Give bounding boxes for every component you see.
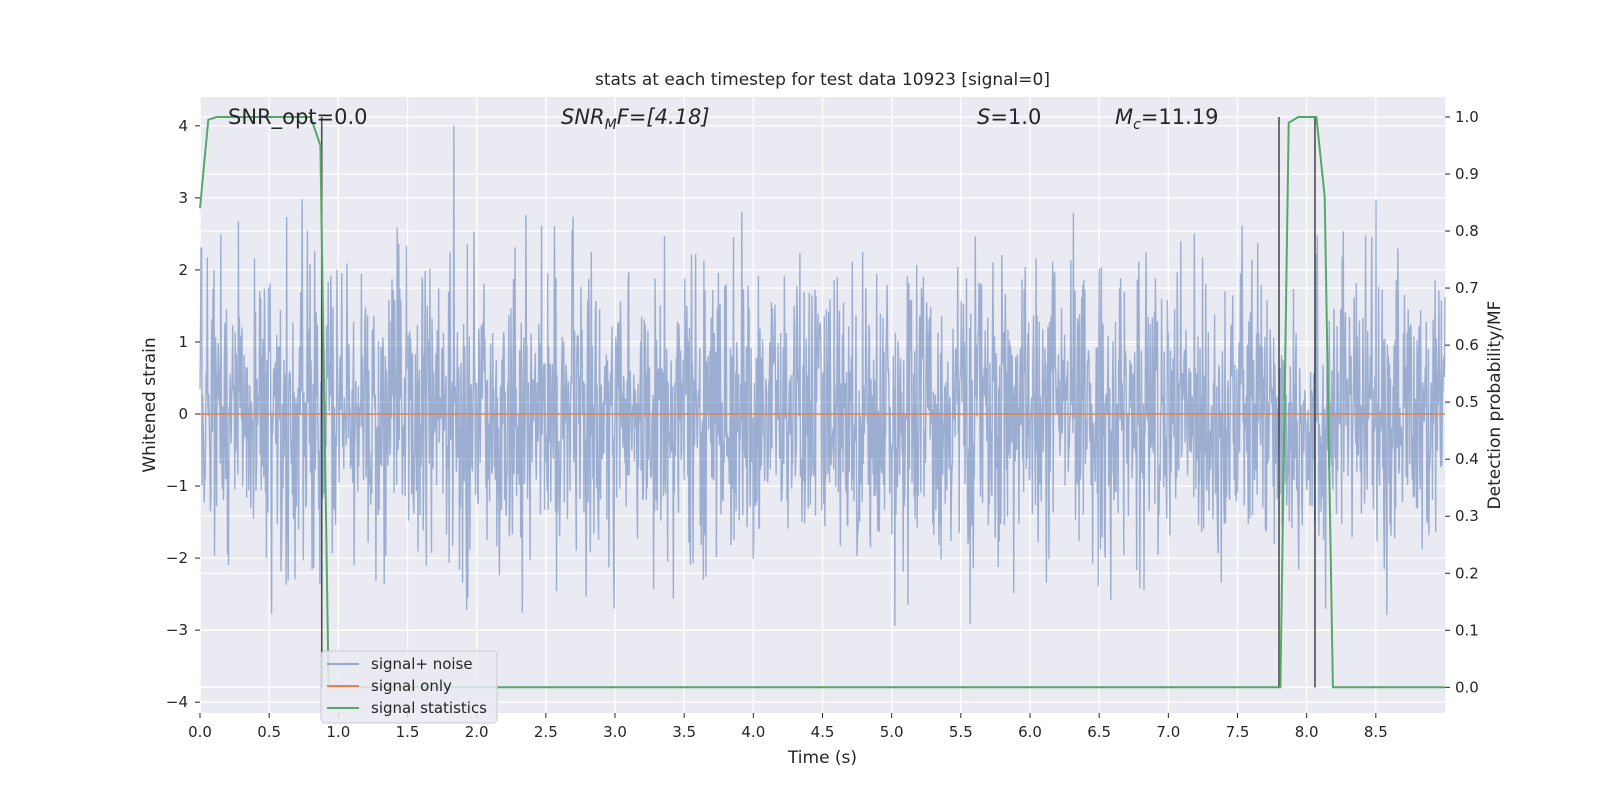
statistics-series-group: [199, 116, 1445, 689]
signal-statistics-line: [199, 116, 1445, 689]
y-tick-label-right: 0.5: [1455, 393, 1479, 411]
x-tick-label: 0.5: [257, 723, 281, 741]
legend-label-statistics: signal statistics: [371, 699, 487, 717]
y-tick-label-left: −3: [166, 621, 188, 639]
x-tick-label: 7.5: [1226, 723, 1250, 741]
y-tick-label-right: 0.1: [1455, 621, 1479, 639]
x-tick-label: 6.0: [1018, 723, 1042, 741]
y-tick-label-left: 0: [178, 405, 188, 423]
mc-value: =11.19: [1141, 105, 1219, 129]
x-tick-label: 4.0: [741, 723, 765, 741]
y-tick-label-right: 0.8: [1455, 222, 1479, 240]
annotation-mc: Mc=11.19: [1115, 105, 1219, 133]
y-tick-label-right: 1.0: [1455, 108, 1479, 126]
snr-mf-base: SNR: [561, 105, 605, 129]
noise-series-line: [199, 125, 1446, 626]
x-tick-label: 2.5: [534, 723, 558, 741]
y-tick-label-left: −1: [166, 477, 188, 495]
x-tick-label: 6.5: [1087, 723, 1111, 741]
y-tick-label-left: 1: [178, 333, 188, 351]
x-tick-label: 4.5: [811, 723, 835, 741]
ticks: 0.0 0.5 1.0 1.5 2.0 2.5 3.0 3.5 4.0 4.5 5.0 5.5 6.0 6…: [166, 108, 1479, 741]
chart-title: stats at each timestep for test data 109…: [595, 70, 1050, 90]
snr-mf-rest: F=[4.18]: [617, 105, 710, 129]
x-tick-label: 5.0: [880, 723, 904, 741]
s-label: S: [977, 105, 990, 129]
y-tick-label-right: 0.0: [1455, 678, 1479, 696]
x-tick-label: 0.0: [188, 723, 212, 741]
x-tick-label: 7.0: [1156, 723, 1180, 741]
annotation-snr-mf: SNRMF=[4.18]: [561, 105, 710, 133]
x-tick-label: 2.0: [465, 723, 489, 741]
legend: signal+ noise signal only signal statist…: [320, 650, 498, 724]
mc-base: M: [1115, 105, 1133, 129]
x-axis-label: Time (s): [787, 748, 857, 768]
y-tick-label-left: −4: [166, 693, 188, 711]
legend-box: [320, 650, 498, 724]
x-tick-label: 5.5: [949, 723, 973, 741]
y-tick-label-right: 0.6: [1455, 336, 1479, 354]
noise-series-group: [199, 125, 1446, 626]
x-tick-label: 1.5: [396, 723, 420, 741]
snr-mf-subscript: M: [605, 117, 617, 133]
annotation-snr-opt: SNR_opt=0.0: [228, 105, 368, 130]
x-tick-label: 8.5: [1364, 723, 1388, 741]
y-tick-label-right: 0.2: [1455, 564, 1479, 582]
x-tick-label: 1.0: [326, 723, 350, 741]
mc-subscript: c: [1133, 117, 1141, 133]
y-tick-label-right: 0.3: [1455, 507, 1479, 525]
s-value: =1.0: [990, 105, 1041, 129]
y-tick-label-right: 0.7: [1455, 279, 1479, 297]
y-tick-label-right: 0.4: [1455, 450, 1479, 468]
legend-label-signal: signal only: [371, 677, 452, 695]
y-tick-label-left: 3: [178, 189, 188, 207]
y-tick-label-left: 2: [178, 261, 188, 279]
legend-label-noise: signal+ noise: [371, 655, 473, 673]
y-tick-label-right: 0.9: [1455, 165, 1479, 183]
x-tick-label: 3.5: [672, 723, 696, 741]
annotation-s: S=1.0: [977, 105, 1041, 129]
x-tick-label: 8.0: [1295, 723, 1319, 741]
y-axis-label-right: Detection probability/MF: [1485, 301, 1505, 510]
y-tick-label-left: 4: [178, 117, 188, 135]
y-axis-label-left: Whitened strain: [140, 337, 160, 472]
y-tick-label-left: −2: [166, 549, 188, 567]
x-tick-label: 3.0: [603, 723, 627, 741]
